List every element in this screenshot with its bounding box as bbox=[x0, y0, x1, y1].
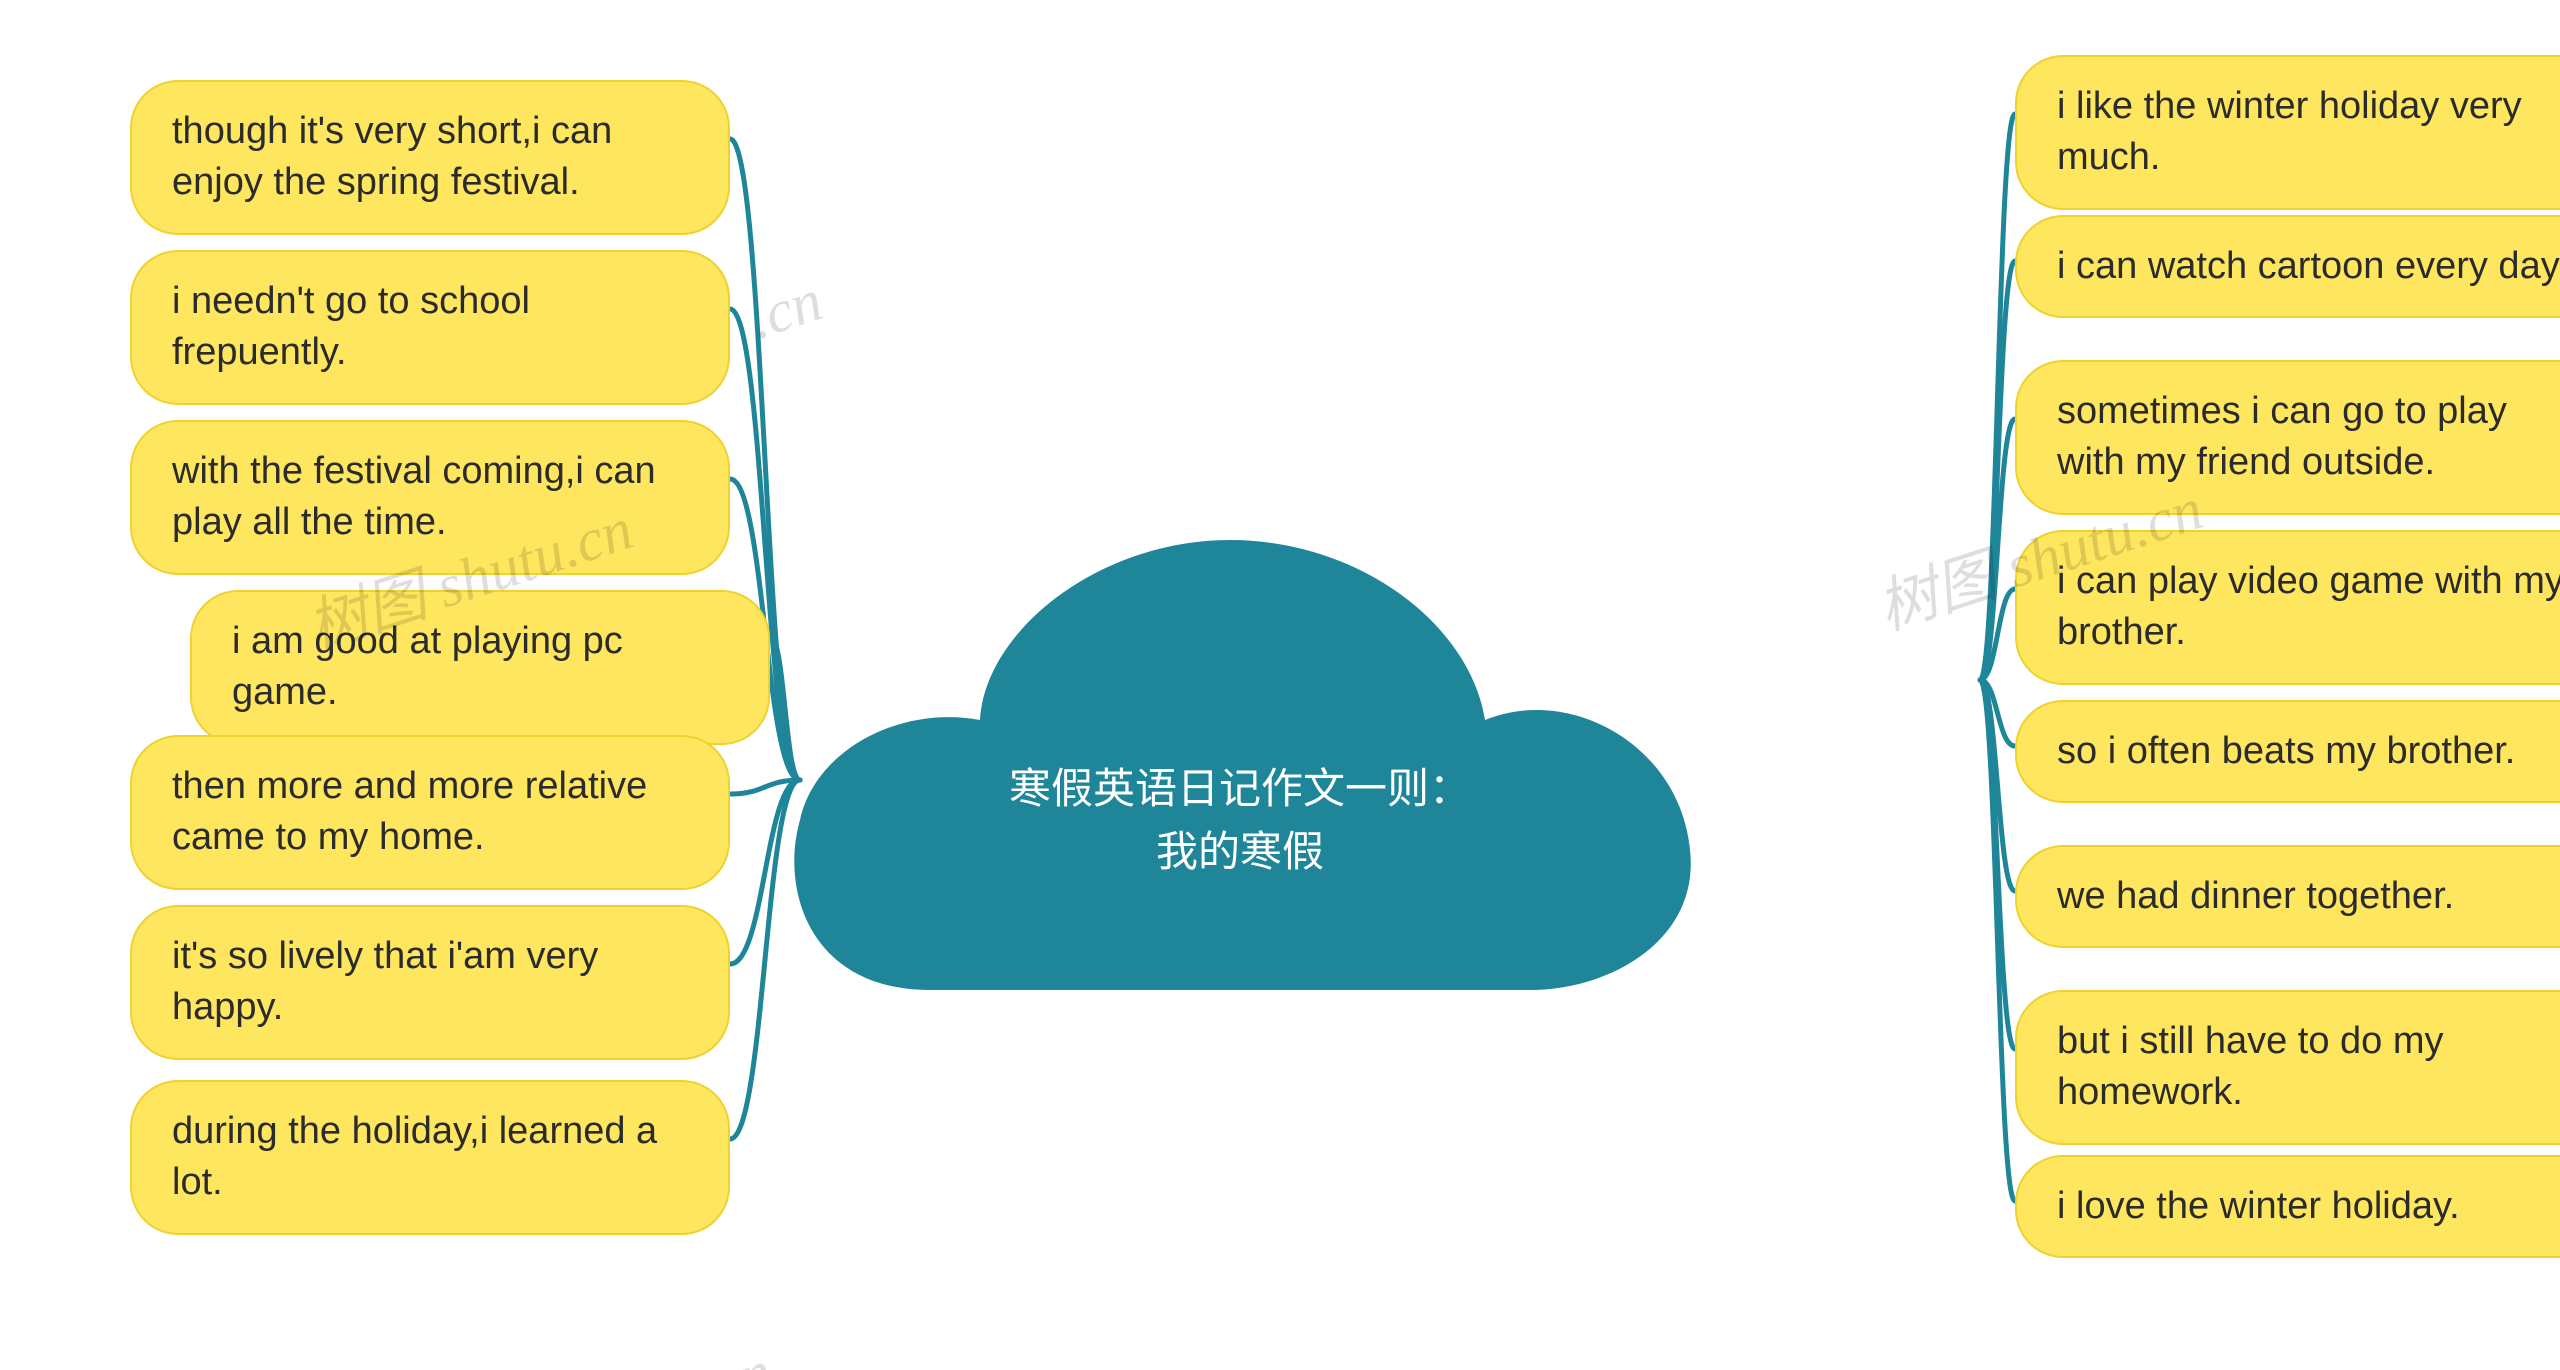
left-node-6: during the holiday,i learned a lot. bbox=[130, 1080, 730, 1235]
left-node-4: then more and more relative came to my h… bbox=[130, 735, 730, 890]
center-title: 寒假英语日记作文一则： 我的寒假 bbox=[1009, 757, 1471, 883]
node-label: we had dinner together. bbox=[2057, 871, 2454, 922]
right-node-4: so i often beats my brother. bbox=[2015, 700, 2560, 803]
center-title-line2: 我的寒假 bbox=[1156, 828, 1324, 875]
left-node-5: it's so lively that i'am very happy. bbox=[130, 905, 730, 1060]
node-label: though it's very short,i can enjoy the s… bbox=[172, 106, 688, 209]
right-node-2: sometimes i can go to play with my frien… bbox=[2015, 360, 2560, 515]
right-node-0: i like the winter holiday very much. bbox=[2015, 55, 2560, 210]
connector-line bbox=[1980, 680, 2015, 891]
node-label: then more and more relative came to my h… bbox=[172, 761, 688, 864]
connector-line bbox=[1980, 419, 2015, 680]
connector-line bbox=[1980, 680, 2015, 1049]
node-label: sometimes i can go to play with my frien… bbox=[2057, 386, 2560, 489]
connector-line bbox=[1980, 114, 2015, 680]
cloud-shape-icon bbox=[770, 460, 1710, 1040]
node-label: i like the winter holiday very much. bbox=[2057, 81, 2560, 184]
node-label: i can watch cartoon every day. bbox=[2057, 241, 2560, 292]
right-node-6: but i still have to do my homework. bbox=[2015, 990, 2560, 1145]
node-label: so i often beats my brother. bbox=[2057, 726, 2515, 777]
node-label: but i still have to do my homework. bbox=[2057, 1016, 2560, 1119]
connector-line bbox=[1980, 680, 2015, 1201]
center-cloud: 寒假英语日记作文一则： 我的寒假 bbox=[770, 460, 1710, 1040]
right-node-5: we had dinner together. bbox=[2015, 845, 2560, 948]
left-node-3: i am good at playing pc game. bbox=[190, 590, 770, 745]
right-node-1: i can watch cartoon every day. bbox=[2015, 215, 2560, 318]
node-label: i love the winter holiday. bbox=[2057, 1181, 2460, 1232]
left-node-0: though it's very short,i can enjoy the s… bbox=[130, 80, 730, 235]
watermark-2: .cn bbox=[741, 266, 830, 354]
connector-line bbox=[1980, 589, 2015, 680]
node-label: it's so lively that i'am very happy. bbox=[172, 931, 688, 1034]
connector-line bbox=[1980, 261, 2015, 680]
node-label: i am good at playing pc game. bbox=[232, 616, 728, 719]
left-node-2: with the festival coming,i can play all … bbox=[130, 420, 730, 575]
node-label: during the holiday,i learned a lot. bbox=[172, 1106, 688, 1209]
center-title-line1: 寒假英语日记作文一则： bbox=[1009, 765, 1471, 812]
node-label: with the festival coming,i can play all … bbox=[172, 446, 688, 549]
left-node-1: i needn't go to school frepuently. bbox=[130, 250, 730, 405]
connector-line bbox=[1980, 680, 2015, 746]
right-node-7: i love the winter holiday. bbox=[2015, 1155, 2560, 1258]
watermark-3: n bbox=[730, 1337, 780, 1370]
node-label: i needn't go to school frepuently. bbox=[172, 276, 688, 379]
right-node-3: i can play video game with my brother. bbox=[2015, 530, 2560, 685]
node-label: i can play video game with my brother. bbox=[2057, 556, 2560, 659]
